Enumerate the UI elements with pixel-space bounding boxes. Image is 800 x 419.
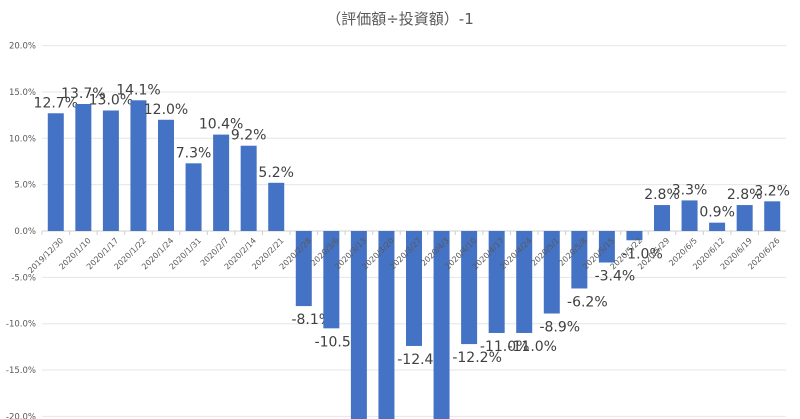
y-tick-label: -20.0%	[6, 412, 36, 419]
bar	[764, 201, 781, 231]
data-label: 9.2%	[231, 128, 267, 144]
x-tick-label: 2019/12/30	[26, 236, 65, 275]
y-tick-label: 20.0%	[9, 42, 36, 52]
bar	[709, 222, 726, 231]
data-label: 12.7%	[34, 95, 78, 111]
bar	[213, 134, 230, 231]
bar	[543, 231, 560, 314]
data-label: 14.1%	[116, 82, 160, 98]
data-label: 2.8%	[644, 187, 680, 203]
data-label: 12.0%	[144, 102, 188, 118]
bar	[598, 231, 615, 263]
bar	[406, 231, 422, 346]
data-label: 13.0%	[89, 92, 133, 108]
data-label: 10.4%	[199, 117, 243, 133]
data-label: -12.2%	[452, 350, 502, 366]
bar	[102, 110, 119, 231]
bar	[378, 231, 395, 419]
y-tick-label: 10.0%	[9, 134, 36, 144]
bar	[461, 231, 478, 345]
chart-title: （評価額÷投資額）-1	[326, 10, 474, 28]
bar	[158, 119, 174, 231]
data-label: 5.2%	[258, 165, 294, 181]
bar	[47, 113, 64, 231]
y-tick-label: 15.0%	[9, 88, 36, 98]
y-tick-label: -15.0%	[6, 366, 36, 376]
y-tick-label: -10.0%	[6, 320, 36, 330]
bar	[268, 182, 285, 231]
data-label: -8.1%	[291, 312, 332, 328]
data-label: -11.0%	[507, 339, 557, 355]
bar	[433, 231, 450, 419]
data-label: -11.0%	[480, 339, 530, 355]
data-label: 3.3%	[672, 182, 708, 198]
bar	[654, 205, 670, 231]
bar	[681, 200, 698, 231]
y-tick-label: 5.0%	[14, 181, 36, 191]
y-tick-label: 0.0%	[14, 227, 36, 237]
data-label: 0.9%	[699, 205, 735, 221]
bar	[185, 163, 202, 231]
bar	[75, 104, 92, 231]
data-label: -1.0%	[622, 246, 663, 262]
data-label: 3.2%	[754, 183, 790, 199]
data-label: 7.3%	[176, 145, 212, 161]
bar	[295, 231, 312, 307]
data-label: -3.4%	[595, 269, 636, 285]
bar	[240, 145, 257, 231]
y-tick-label: -5.0%	[11, 273, 36, 283]
data-label: 2.8%	[727, 187, 763, 203]
bar	[626, 231, 643, 241]
bar	[130, 100, 147, 231]
bar	[323, 231, 340, 329]
data-label: 13.7%	[61, 86, 105, 102]
bar	[736, 205, 753, 231]
bar	[350, 231, 367, 419]
data-label: -6.2%	[567, 294, 608, 310]
data-label: -8.9%	[539, 320, 580, 336]
bar	[488, 231, 505, 333]
bar	[516, 231, 533, 333]
bar	[571, 231, 588, 289]
